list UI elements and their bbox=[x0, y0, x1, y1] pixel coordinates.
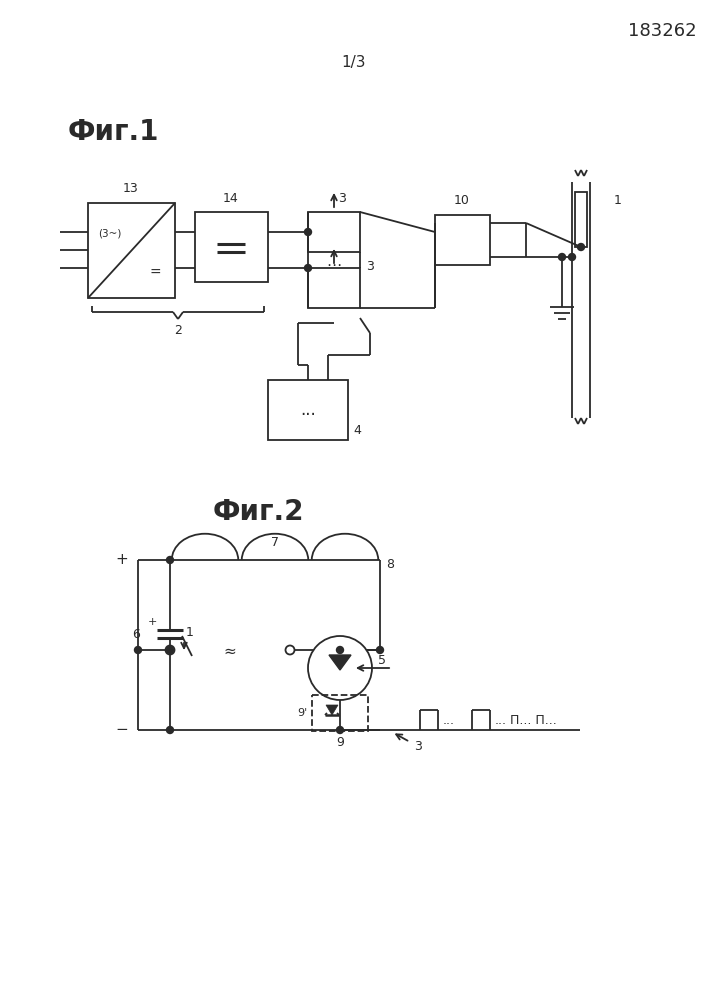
Bar bbox=[195, 212, 268, 282]
Text: 6: 6 bbox=[132, 628, 140, 641]
Bar bbox=[312, 695, 368, 731]
Text: ⋯: ⋯ bbox=[327, 258, 341, 273]
Text: (3~): (3~) bbox=[98, 228, 122, 238]
Text: 1: 1 bbox=[186, 626, 194, 639]
Text: Фиг.2: Фиг.2 bbox=[213, 498, 305, 526]
Circle shape bbox=[165, 646, 175, 654]
Circle shape bbox=[308, 636, 372, 700]
Polygon shape bbox=[329, 655, 351, 670]
Text: 183262: 183262 bbox=[628, 22, 696, 40]
Circle shape bbox=[305, 229, 312, 235]
Text: ...: ... bbox=[495, 714, 507, 726]
Bar bbox=[575, 192, 587, 247]
Circle shape bbox=[377, 647, 383, 654]
Polygon shape bbox=[326, 705, 338, 715]
Text: 2: 2 bbox=[174, 324, 182, 336]
Text: +: + bbox=[147, 617, 157, 627]
Text: 9: 9 bbox=[336, 736, 344, 750]
Bar bbox=[268, 380, 348, 440]
Circle shape bbox=[568, 253, 575, 260]
Circle shape bbox=[167, 726, 173, 734]
Text: ...: ... bbox=[300, 401, 316, 419]
Text: 10: 10 bbox=[454, 194, 470, 208]
Text: −: − bbox=[116, 722, 129, 738]
Text: 3: 3 bbox=[366, 259, 374, 272]
Circle shape bbox=[305, 264, 312, 271]
Text: 14: 14 bbox=[223, 192, 239, 205]
Text: 1: 1 bbox=[614, 194, 622, 207]
Text: 13: 13 bbox=[123, 182, 139, 196]
Bar bbox=[308, 212, 360, 252]
Text: Фиг.1: Фиг.1 bbox=[68, 118, 159, 146]
Circle shape bbox=[337, 726, 344, 734]
Text: 9': 9' bbox=[297, 708, 307, 718]
Circle shape bbox=[167, 556, 173, 564]
Circle shape bbox=[559, 253, 566, 260]
Circle shape bbox=[167, 647, 173, 654]
Circle shape bbox=[337, 647, 344, 654]
Text: ≈: ≈ bbox=[223, 644, 236, 658]
Text: 3: 3 bbox=[338, 192, 346, 205]
Text: 7: 7 bbox=[271, 536, 279, 548]
Circle shape bbox=[134, 647, 141, 654]
Text: 8: 8 bbox=[386, 558, 394, 572]
Text: ...: ... bbox=[443, 714, 455, 726]
Bar bbox=[308, 268, 360, 308]
Circle shape bbox=[578, 243, 585, 250]
Text: 3: 3 bbox=[414, 740, 422, 752]
Bar bbox=[435, 215, 490, 265]
Text: 4: 4 bbox=[353, 424, 361, 436]
Text: 1/3: 1/3 bbox=[341, 55, 366, 70]
Text: П... П...: П... П... bbox=[510, 714, 556, 726]
Text: +: + bbox=[116, 552, 129, 568]
Bar bbox=[88, 203, 175, 298]
Text: =: = bbox=[149, 266, 160, 280]
Circle shape bbox=[286, 646, 295, 654]
Text: 5: 5 bbox=[378, 654, 386, 666]
